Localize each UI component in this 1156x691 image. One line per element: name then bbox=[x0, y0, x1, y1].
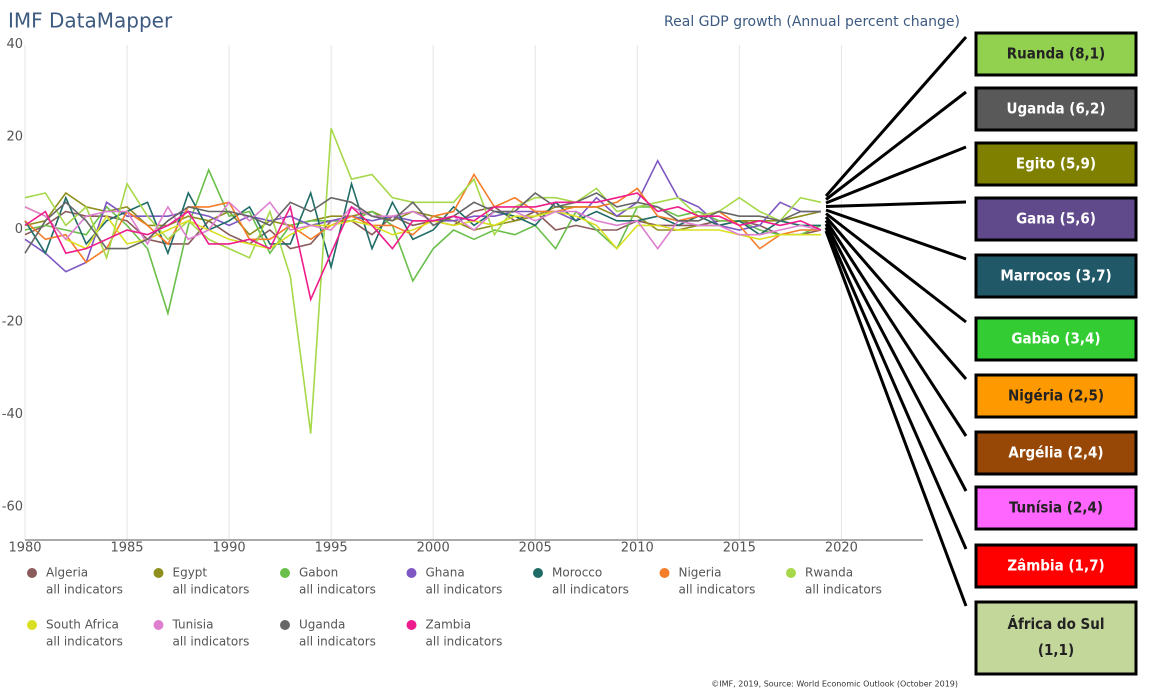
x-tick-label: 1985 bbox=[110, 541, 143, 556]
legend-marker bbox=[786, 568, 796, 578]
annotation-label: Gabão (3,4) bbox=[1011, 330, 1100, 348]
connector bbox=[825, 90, 967, 201]
annotation-label: Marrocos (3,7) bbox=[1000, 267, 1111, 285]
legend-label: Morocco bbox=[552, 566, 602, 580]
legend-marker bbox=[280, 620, 290, 630]
connector bbox=[824, 36, 968, 197]
legend-marker bbox=[280, 568, 290, 578]
legend-label: Rwanda bbox=[805, 566, 853, 580]
legend-marker bbox=[659, 568, 670, 578]
annotation-box bbox=[974, 543, 1138, 589]
legend-sublabel: all indicators bbox=[173, 583, 250, 597]
legend-label: Zambia bbox=[426, 618, 472, 632]
connector bbox=[825, 212, 967, 324]
chart-title: IMF DataMapper bbox=[8, 9, 173, 33]
legend-sublabel: all indicators bbox=[805, 583, 882, 597]
x-tick-label: 2000 bbox=[417, 541, 450, 556]
chart-subtitle: Real GDP growth (Annual percent change) bbox=[664, 14, 960, 30]
source: ©IMF, 2019, Source: World Economic Outlo… bbox=[711, 680, 958, 689]
annotation-label: Zâmbia (1,7) bbox=[1007, 557, 1104, 575]
x-tick-label: 2005 bbox=[519, 541, 552, 556]
annotation-box bbox=[974, 430, 1138, 476]
legend-marker bbox=[27, 620, 37, 630]
x-tick-label: 1990 bbox=[213, 541, 246, 556]
legend-sublabel: all indicators bbox=[46, 583, 123, 597]
y-tick-label: 20 bbox=[6, 129, 23, 144]
legend-label: Gabon bbox=[299, 566, 338, 580]
x-tick-label: 2015 bbox=[723, 541, 756, 556]
x-tick-label: 2020 bbox=[825, 541, 858, 556]
legend-marker bbox=[153, 568, 164, 578]
series-line bbox=[24, 201, 822, 250]
legend-sublabel: all indicators bbox=[426, 635, 503, 649]
legend-label: Egypt bbox=[173, 566, 208, 580]
annotation-box bbox=[974, 373, 1138, 419]
annotation-label: Uganda (6,2) bbox=[1006, 100, 1105, 118]
connector bbox=[825, 145, 967, 205]
legend-label: Ghana bbox=[426, 566, 465, 580]
series-line bbox=[24, 206, 821, 250]
annotation-box bbox=[974, 196, 1138, 242]
legend-marker bbox=[406, 568, 417, 578]
annotation-box bbox=[974, 141, 1138, 187]
annotation-box bbox=[974, 253, 1138, 299]
x-tick-label: 1980 bbox=[8, 541, 41, 556]
y-tick-label: -40 bbox=[2, 407, 23, 422]
series-line bbox=[24, 192, 822, 302]
connector bbox=[824, 230, 968, 607]
legend-sublabel: all indicators bbox=[679, 583, 756, 597]
annotation-box bbox=[974, 316, 1138, 362]
legend-label: Algeria bbox=[46, 566, 88, 580]
legend-label: South Africa bbox=[46, 618, 119, 632]
y-tick-label: -20 bbox=[2, 314, 23, 329]
annotation-label: África do Sul (1,1) bbox=[1008, 614, 1105, 659]
y-tick-label: 0 bbox=[15, 222, 23, 237]
annotation-label: Ruanda (8,1) bbox=[1007, 45, 1105, 63]
legend-label: Uganda bbox=[299, 618, 345, 632]
y-tick-label: 40 bbox=[6, 37, 23, 52]
x-tick-label: 1995 bbox=[315, 541, 348, 556]
annotation-label: Egito (5,9) bbox=[1016, 155, 1096, 173]
connector bbox=[824, 223, 968, 492]
annotation-label: Argélia (2,4) bbox=[1008, 444, 1103, 462]
annotation-label: Nigéria (2,5) bbox=[1008, 387, 1104, 405]
annotation-box bbox=[974, 31, 1138, 77]
annotation-box bbox=[974, 86, 1138, 132]
legend-marker bbox=[406, 620, 417, 630]
annotation-box bbox=[974, 485, 1138, 531]
connector bbox=[824, 219, 968, 437]
legend-sublabel: all indicators bbox=[46, 635, 123, 649]
connector bbox=[824, 216, 968, 380]
legend-sublabel: all indicators bbox=[426, 583, 503, 597]
y-tick-label: -60 bbox=[2, 499, 23, 514]
legend-marker bbox=[153, 620, 164, 630]
connector bbox=[825, 200, 967, 208]
series-line bbox=[24, 206, 822, 250]
series-line bbox=[24, 167, 822, 317]
connector bbox=[825, 208, 967, 261]
legend-sublabel: all indicators bbox=[173, 635, 250, 649]
legend-sublabel: all indicators bbox=[552, 583, 629, 597]
x-tick-label: 2010 bbox=[621, 541, 654, 556]
series-line bbox=[24, 128, 822, 434]
legend-label: Nigeria bbox=[679, 566, 722, 580]
annotation-box bbox=[974, 600, 1138, 676]
annotation-label: Gana (5,6) bbox=[1016, 210, 1096, 228]
legend-label: Tunisia bbox=[172, 618, 214, 632]
legend-marker bbox=[533, 568, 543, 578]
legend-marker bbox=[27, 568, 37, 578]
connector bbox=[824, 226, 968, 550]
legend-sublabel: all indicators bbox=[299, 635, 376, 649]
annotation-label: Tunísia (2,4) bbox=[1009, 499, 1103, 517]
legend-sublabel: all indicators bbox=[299, 583, 376, 597]
